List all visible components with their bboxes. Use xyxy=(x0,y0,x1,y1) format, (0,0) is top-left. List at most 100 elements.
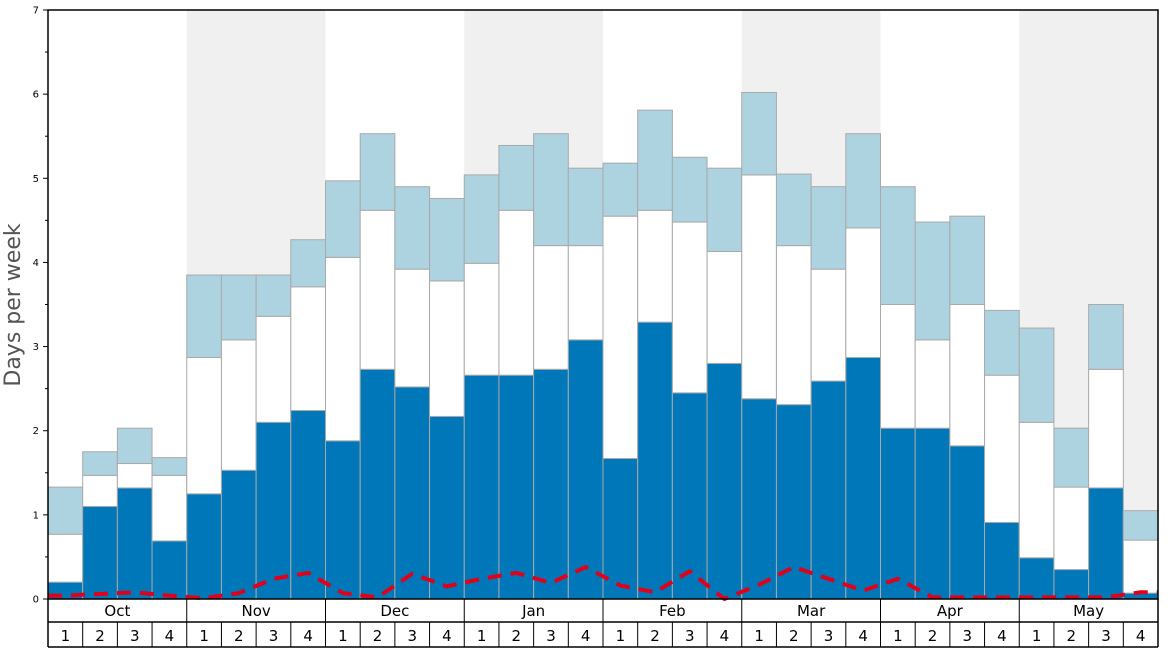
month-label: Dec xyxy=(380,602,409,620)
week-label: 4 xyxy=(997,627,1007,645)
bar-bottom-segment xyxy=(914,427,951,600)
bar-top-segment xyxy=(463,174,500,264)
bar-middle-segment xyxy=(637,209,673,323)
week-label: 4 xyxy=(303,627,313,645)
y-tick-label: 6 xyxy=(33,90,39,101)
x-axis: Oct Nov Dec Jan Feb Mar Apr May 1 2 3 4 1 2 3 4 1 2 3 4 1 2 3 4… xyxy=(47,599,1159,648)
trend-line xyxy=(48,565,1158,601)
bar-middle-segment xyxy=(151,474,188,542)
week-label: 4 xyxy=(581,627,591,645)
week-label: 3 xyxy=(407,627,417,645)
bar-top-segment xyxy=(82,451,118,476)
month-label: Nov xyxy=(241,602,270,620)
y-tick-label: 1 xyxy=(33,510,39,521)
bar-middle-segment xyxy=(325,256,361,442)
bar-top-segment xyxy=(567,167,604,247)
bar-top-segment xyxy=(845,133,881,229)
week-label: 1 xyxy=(1032,627,1042,645)
month-label: Mar xyxy=(797,602,826,620)
bar-top-segment xyxy=(637,109,673,211)
y-tick-label: 3 xyxy=(33,342,39,353)
bar-bottom-segment xyxy=(325,440,361,600)
bars xyxy=(47,91,1159,600)
y-tick-label: 5 xyxy=(33,174,39,185)
bar-top-segment xyxy=(116,427,153,465)
bar-bottom-segment xyxy=(498,374,535,600)
bar-middle-segment xyxy=(255,315,292,423)
week-label: 1 xyxy=(754,627,764,645)
bar-top-segment xyxy=(498,144,535,211)
bar-bottom-segment xyxy=(116,487,153,600)
y-tick-label: 0 xyxy=(33,595,39,606)
bar-middle-segment xyxy=(984,374,1020,523)
bar-middle-segment xyxy=(810,268,847,382)
week-label: 4 xyxy=(165,627,175,645)
week-label: 2 xyxy=(789,627,799,645)
bar-top-segment xyxy=(533,133,569,247)
week-label: 4 xyxy=(858,627,868,645)
week-label: 2 xyxy=(1067,627,1077,645)
bar-middle-segment xyxy=(463,262,500,376)
y-tick-label: 2 xyxy=(33,426,39,437)
month-label: Jan xyxy=(521,602,545,620)
bar-middle-segment xyxy=(567,245,604,341)
bar-middle-segment xyxy=(47,533,84,583)
bar-top-segment xyxy=(325,180,361,258)
week-label: 1 xyxy=(477,627,487,645)
y-axis: 0 1 2 3 4 5 6 7 xyxy=(33,6,48,606)
bar-top-segment xyxy=(741,91,777,176)
week-label: 2 xyxy=(928,627,938,645)
bar-middle-segment xyxy=(498,209,535,376)
week-label: 2 xyxy=(373,627,383,645)
bar-top-segment xyxy=(671,156,708,223)
bar-bottom-segment xyxy=(533,368,569,600)
bar-middle-segment xyxy=(775,245,812,406)
bar-bottom-segment xyxy=(880,427,916,600)
bar-top-segment xyxy=(706,167,743,252)
bar-bottom-segment xyxy=(949,445,986,600)
bar-bottom-segment xyxy=(1018,557,1055,600)
week-label: 3 xyxy=(962,627,972,645)
week-label: 4 xyxy=(442,627,452,645)
week-label: 3 xyxy=(130,627,140,645)
bar-bottom-segment xyxy=(1088,487,1124,600)
bar-bottom-segment xyxy=(255,421,292,600)
week-label: 2 xyxy=(512,627,522,645)
week-label: 2 xyxy=(95,627,105,645)
bar-middle-segment xyxy=(741,174,777,400)
bar-bottom-segment xyxy=(984,521,1020,600)
week-label: 1 xyxy=(893,627,903,645)
bar-top-segment xyxy=(429,197,465,282)
week-label: 3 xyxy=(824,627,834,645)
bar-middle-segment xyxy=(116,463,153,489)
bar-top-segment xyxy=(914,221,951,341)
week-label: 3 xyxy=(1101,627,1111,645)
bar-top-segment xyxy=(47,486,84,535)
bar-bottom-segment xyxy=(290,410,326,600)
bar-middle-segment xyxy=(1122,539,1159,594)
bar-bottom-segment xyxy=(463,374,500,600)
week-label: 2 xyxy=(234,627,244,645)
bar-middle-segment xyxy=(429,280,465,417)
week-label: 3 xyxy=(685,627,695,645)
bar-top-segment xyxy=(1088,304,1124,370)
month-label: Apr xyxy=(937,602,964,620)
bar-top-segment xyxy=(186,274,222,359)
week-label: 3 xyxy=(269,627,279,645)
bar-bottom-segment xyxy=(429,415,465,600)
bar-bottom-segment xyxy=(741,398,777,600)
bar-middle-segment xyxy=(949,304,986,447)
month-label: May xyxy=(1073,602,1104,620)
bar-middle-segment xyxy=(671,221,708,394)
bar-bottom-segment xyxy=(845,357,881,600)
bar-bottom-segment xyxy=(602,457,639,600)
bar-bottom-segment xyxy=(810,380,847,600)
bar-bottom-segment xyxy=(706,362,743,600)
bar-top-segment xyxy=(775,173,812,247)
bar-top-segment xyxy=(290,239,326,288)
y-tick-label: 4 xyxy=(33,258,39,269)
bar-top-segment xyxy=(220,274,257,341)
bar-middle-segment xyxy=(186,357,222,495)
bar-top-segment xyxy=(602,162,639,217)
